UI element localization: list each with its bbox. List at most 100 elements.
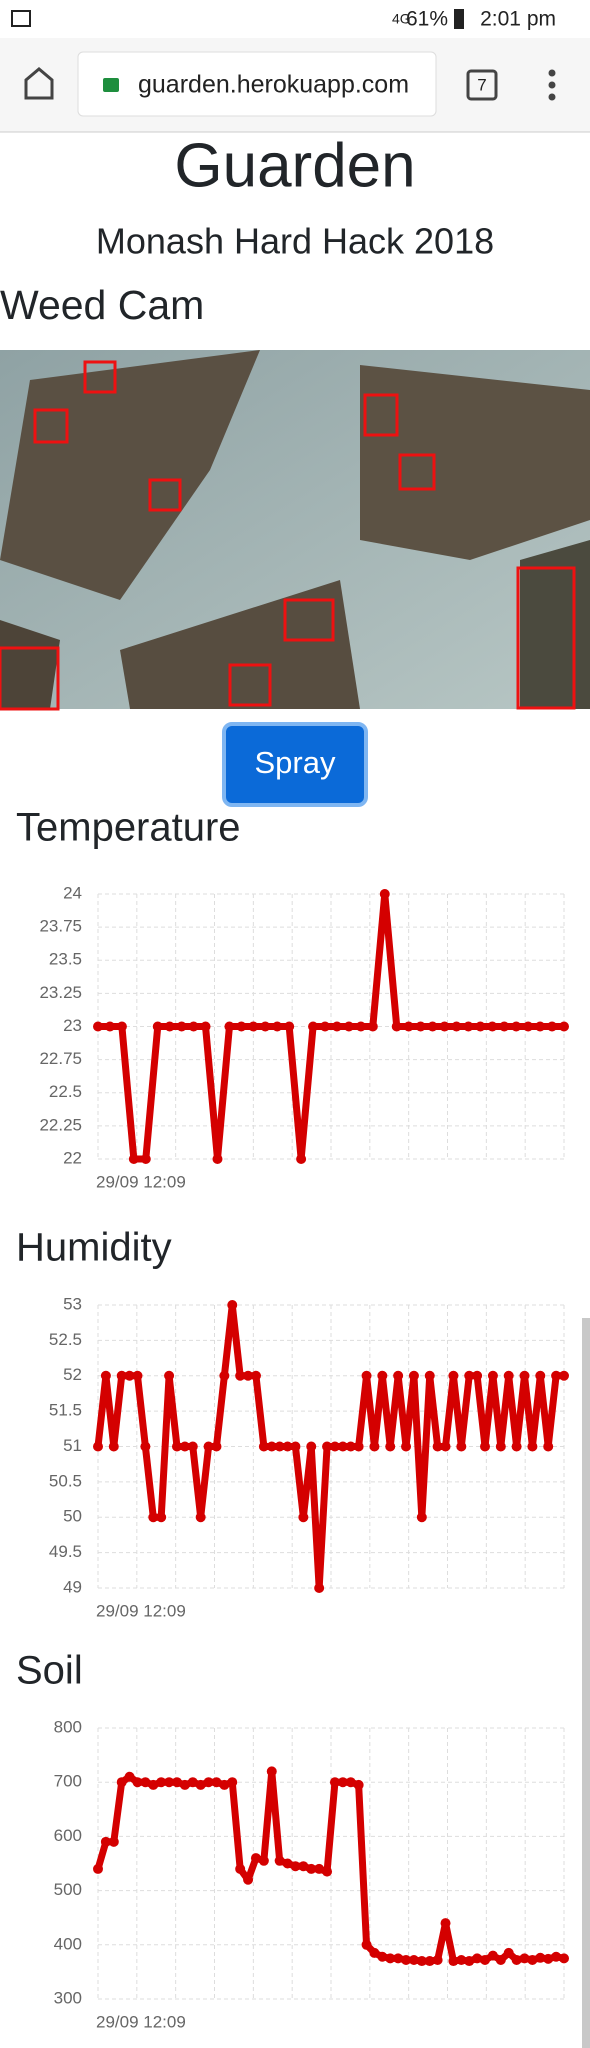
data-point — [353, 1779, 364, 1790]
data-point — [439, 1021, 450, 1032]
data-point — [487, 1950, 498, 1961]
data-point — [93, 1021, 103, 1032]
data-point — [250, 1370, 261, 1381]
data-point — [385, 1441, 396, 1452]
data-point — [343, 1021, 354, 1032]
data-point — [250, 1853, 261, 1864]
y-tick-label: 600 — [54, 1826, 82, 1845]
clock: 2:01 pm — [480, 8, 556, 31]
y-tick-label: 49.5 — [49, 1542, 82, 1561]
lock-icon — [103, 78, 119, 92]
data-point — [475, 1021, 486, 1032]
data-point — [519, 1953, 530, 1964]
data-point — [329, 1777, 340, 1788]
y-tick-label: 49 — [63, 1577, 82, 1596]
data-point — [523, 1021, 534, 1032]
data-point — [100, 1370, 111, 1381]
spray-label: Spray — [255, 745, 336, 780]
data-point — [274, 1855, 285, 1866]
data-point — [495, 1441, 506, 1452]
data-point — [401, 1954, 412, 1965]
data-point — [108, 1441, 119, 1452]
data-point — [219, 1370, 230, 1381]
data-point — [393, 1370, 404, 1381]
battery: 61% — [406, 8, 448, 31]
data-point — [187, 1777, 198, 1788]
data-point — [448, 1370, 459, 1381]
menu-button[interactable] — [548, 69, 556, 101]
chart-title: Soil — [16, 1649, 83, 1693]
data-point — [274, 1441, 285, 1452]
data-point — [353, 1441, 364, 1452]
y-tick-label: 52 — [63, 1365, 82, 1384]
tab-count: 7 — [477, 75, 486, 94]
data-point — [203, 1777, 214, 1788]
tabs-button[interactable] — [466, 69, 498, 101]
data-point — [227, 1777, 238, 1788]
data-point — [463, 1021, 474, 1032]
data-point — [108, 1836, 119, 1847]
y-tick-label: 22 — [63, 1148, 82, 1167]
data-point — [416, 1956, 427, 1967]
data-point — [527, 1441, 538, 1452]
data-point — [124, 1370, 135, 1381]
home-button[interactable] — [24, 67, 54, 100]
data-point — [195, 1779, 206, 1790]
section-title: Weed Cam — [0, 282, 204, 328]
data-point — [306, 1863, 317, 1874]
data-point — [188, 1021, 199, 1032]
data-point — [551, 1951, 562, 1962]
data-point — [440, 1441, 451, 1452]
data-point — [248, 1021, 259, 1032]
data-point — [487, 1370, 498, 1381]
data-point — [298, 1512, 309, 1523]
data-point — [543, 1441, 554, 1452]
data-point — [408, 1370, 419, 1381]
data-point — [403, 1021, 414, 1032]
data-point — [314, 1863, 325, 1874]
data-point — [432, 1954, 443, 1965]
page-title: Guarden — [174, 131, 415, 200]
data-point — [361, 1370, 372, 1381]
data-point — [377, 1951, 388, 1962]
data-point — [464, 1956, 475, 1967]
data-point — [559, 1953, 569, 1964]
page-subtitle: Monash Hard Hack 2018 — [96, 221, 494, 262]
data-point — [176, 1021, 187, 1032]
data-point — [519, 1370, 530, 1381]
data-point — [164, 1777, 175, 1788]
data-point — [156, 1512, 167, 1523]
data-point — [258, 1441, 269, 1452]
data-point — [243, 1874, 254, 1885]
x-tick-label: 29/09 12:09 — [96, 1172, 186, 1191]
data-point — [211, 1777, 222, 1788]
url-box[interactable] — [77, 51, 437, 117]
spray-button[interactable] — [222, 722, 368, 807]
data-point — [416, 1512, 427, 1523]
data-point — [559, 1021, 569, 1032]
data-point — [393, 1953, 404, 1964]
data-point — [306, 1441, 317, 1452]
y-tick-label: 51.5 — [49, 1401, 82, 1420]
data-point — [495, 1954, 506, 1965]
data-point — [235, 1863, 246, 1874]
data-line — [98, 890, 564, 1163]
data-point — [377, 1370, 388, 1381]
battery-icon — [454, 9, 464, 29]
data-point — [212, 1154, 223, 1164]
y-tick-label: 23.5 — [49, 950, 82, 969]
y-tick-label: 23.25 — [39, 983, 82, 1002]
data-point — [124, 1771, 135, 1782]
y-tick-label: 24 — [63, 883, 82, 902]
data-point — [203, 1441, 214, 1452]
data-point — [547, 1021, 558, 1032]
data-point — [424, 1956, 435, 1967]
data-point — [195, 1512, 206, 1523]
data-point — [369, 1441, 380, 1452]
data-point — [427, 1021, 438, 1032]
data-point — [93, 1863, 103, 1874]
data-point — [408, 1954, 419, 1965]
data-point — [148, 1512, 159, 1523]
